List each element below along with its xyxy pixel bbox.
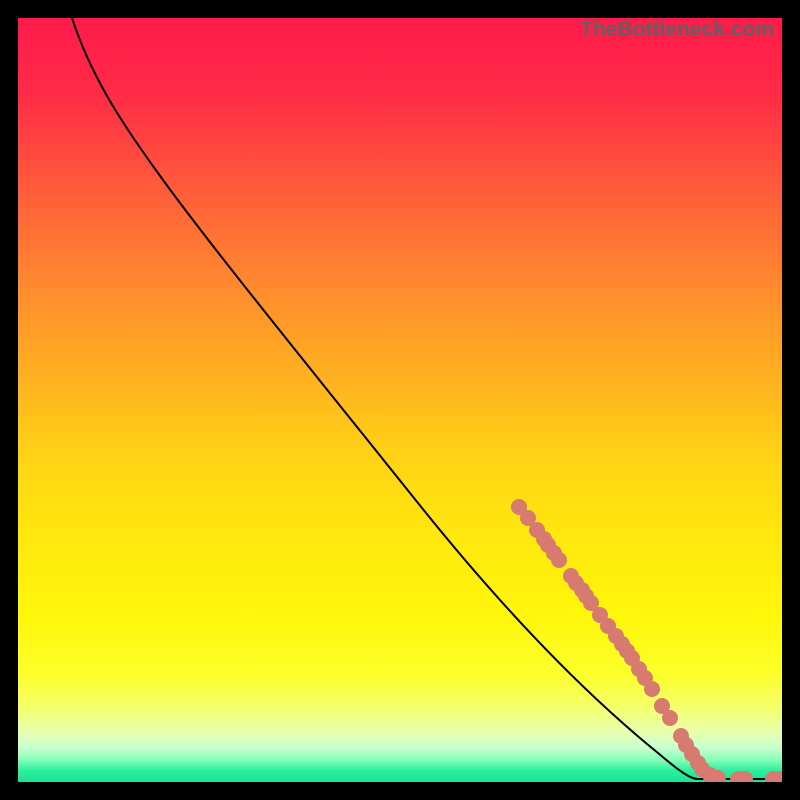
- plot-area: TheBottleneck.com: [18, 18, 782, 782]
- chart-frame: TheBottleneck.com: [0, 0, 800, 800]
- curve-layer: [18, 18, 782, 782]
- data-markers: [511, 499, 782, 782]
- value-curve: [72, 18, 782, 779]
- data-marker: [644, 681, 660, 697]
- data-marker: [551, 552, 567, 568]
- data-marker: [662, 710, 678, 726]
